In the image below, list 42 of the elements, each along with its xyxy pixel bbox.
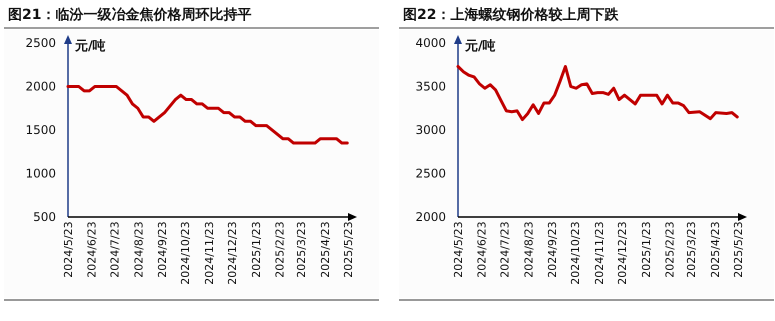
- x-tick-label: 2024/10/23: [179, 221, 192, 285]
- x-tick-label: 2025/4/23: [318, 221, 332, 278]
- y-tick-label: 2000: [25, 79, 56, 94]
- x-tick-label: 2024/11/23: [593, 221, 606, 285]
- y-tick-label: 1000: [25, 166, 56, 180]
- chart-title: 图22：上海螺纹钢价格较上周下跌: [403, 7, 620, 23]
- y-tick-label: 3500: [415, 79, 446, 94]
- y-axis-title: 元/吨: [74, 39, 106, 54]
- y-tick-label: 2500: [415, 166, 446, 180]
- y-tick-label: 3000: [415, 122, 446, 137]
- x-tick-label: 2024/7/23: [498, 221, 512, 278]
- y-tick-label: 1500: [25, 122, 56, 137]
- y-tick-label: 2500: [25, 36, 56, 50]
- x-tick-label: 2025/2/23: [664, 221, 677, 278]
- x-tick-label: 2025/2/23: [274, 221, 287, 278]
- y-tick-label: 500: [33, 210, 56, 224]
- x-tick-label: 2024/9/23: [156, 221, 170, 278]
- line-series: [456, 64, 739, 122]
- x-tick-label: 2024/9/23: [546, 221, 560, 278]
- y-axis-title: 元/吨: [464, 39, 496, 54]
- x-tick-label: 2024/5/23: [62, 221, 75, 278]
- x-tick-label: 2024/12/23: [226, 221, 240, 285]
- x-tick-label: 2024/6/23: [86, 221, 99, 278]
- x-tick-label: 2024/6/23: [476, 221, 489, 278]
- x-tick-label: 2024/7/23: [108, 221, 122, 278]
- x-tick-label: 2025/3/23: [295, 221, 308, 278]
- x-tick-label: 2024/5/23: [452, 221, 465, 278]
- x-tick-label: 2025/5/23: [732, 221, 745, 278]
- x-tick-label: 2024/8/23: [522, 221, 536, 278]
- chart-title: 图21：临汾一级冶金焦价格周环比持平: [8, 7, 252, 23]
- x-tick-label: 2025/1/23: [640, 221, 653, 278]
- x-tick-label: 2025/1/23: [250, 221, 263, 278]
- x-tick-label: 2024/8/23: [132, 221, 146, 278]
- x-tick-label: 2024/12/23: [616, 221, 630, 285]
- x-tick-label: 2025/5/23: [342, 221, 355, 278]
- x-tick-label: 2025/4/23: [708, 221, 722, 278]
- x-tick-label: 2024/10/23: [569, 221, 582, 285]
- line-series: [66, 85, 349, 145]
- y-tick-label: 4000: [415, 36, 446, 50]
- x-tick-label: 2024/11/23: [203, 221, 216, 285]
- y-tick-label: 2000: [415, 210, 446, 224]
- x-tick-label: 2025/3/23: [685, 221, 698, 278]
